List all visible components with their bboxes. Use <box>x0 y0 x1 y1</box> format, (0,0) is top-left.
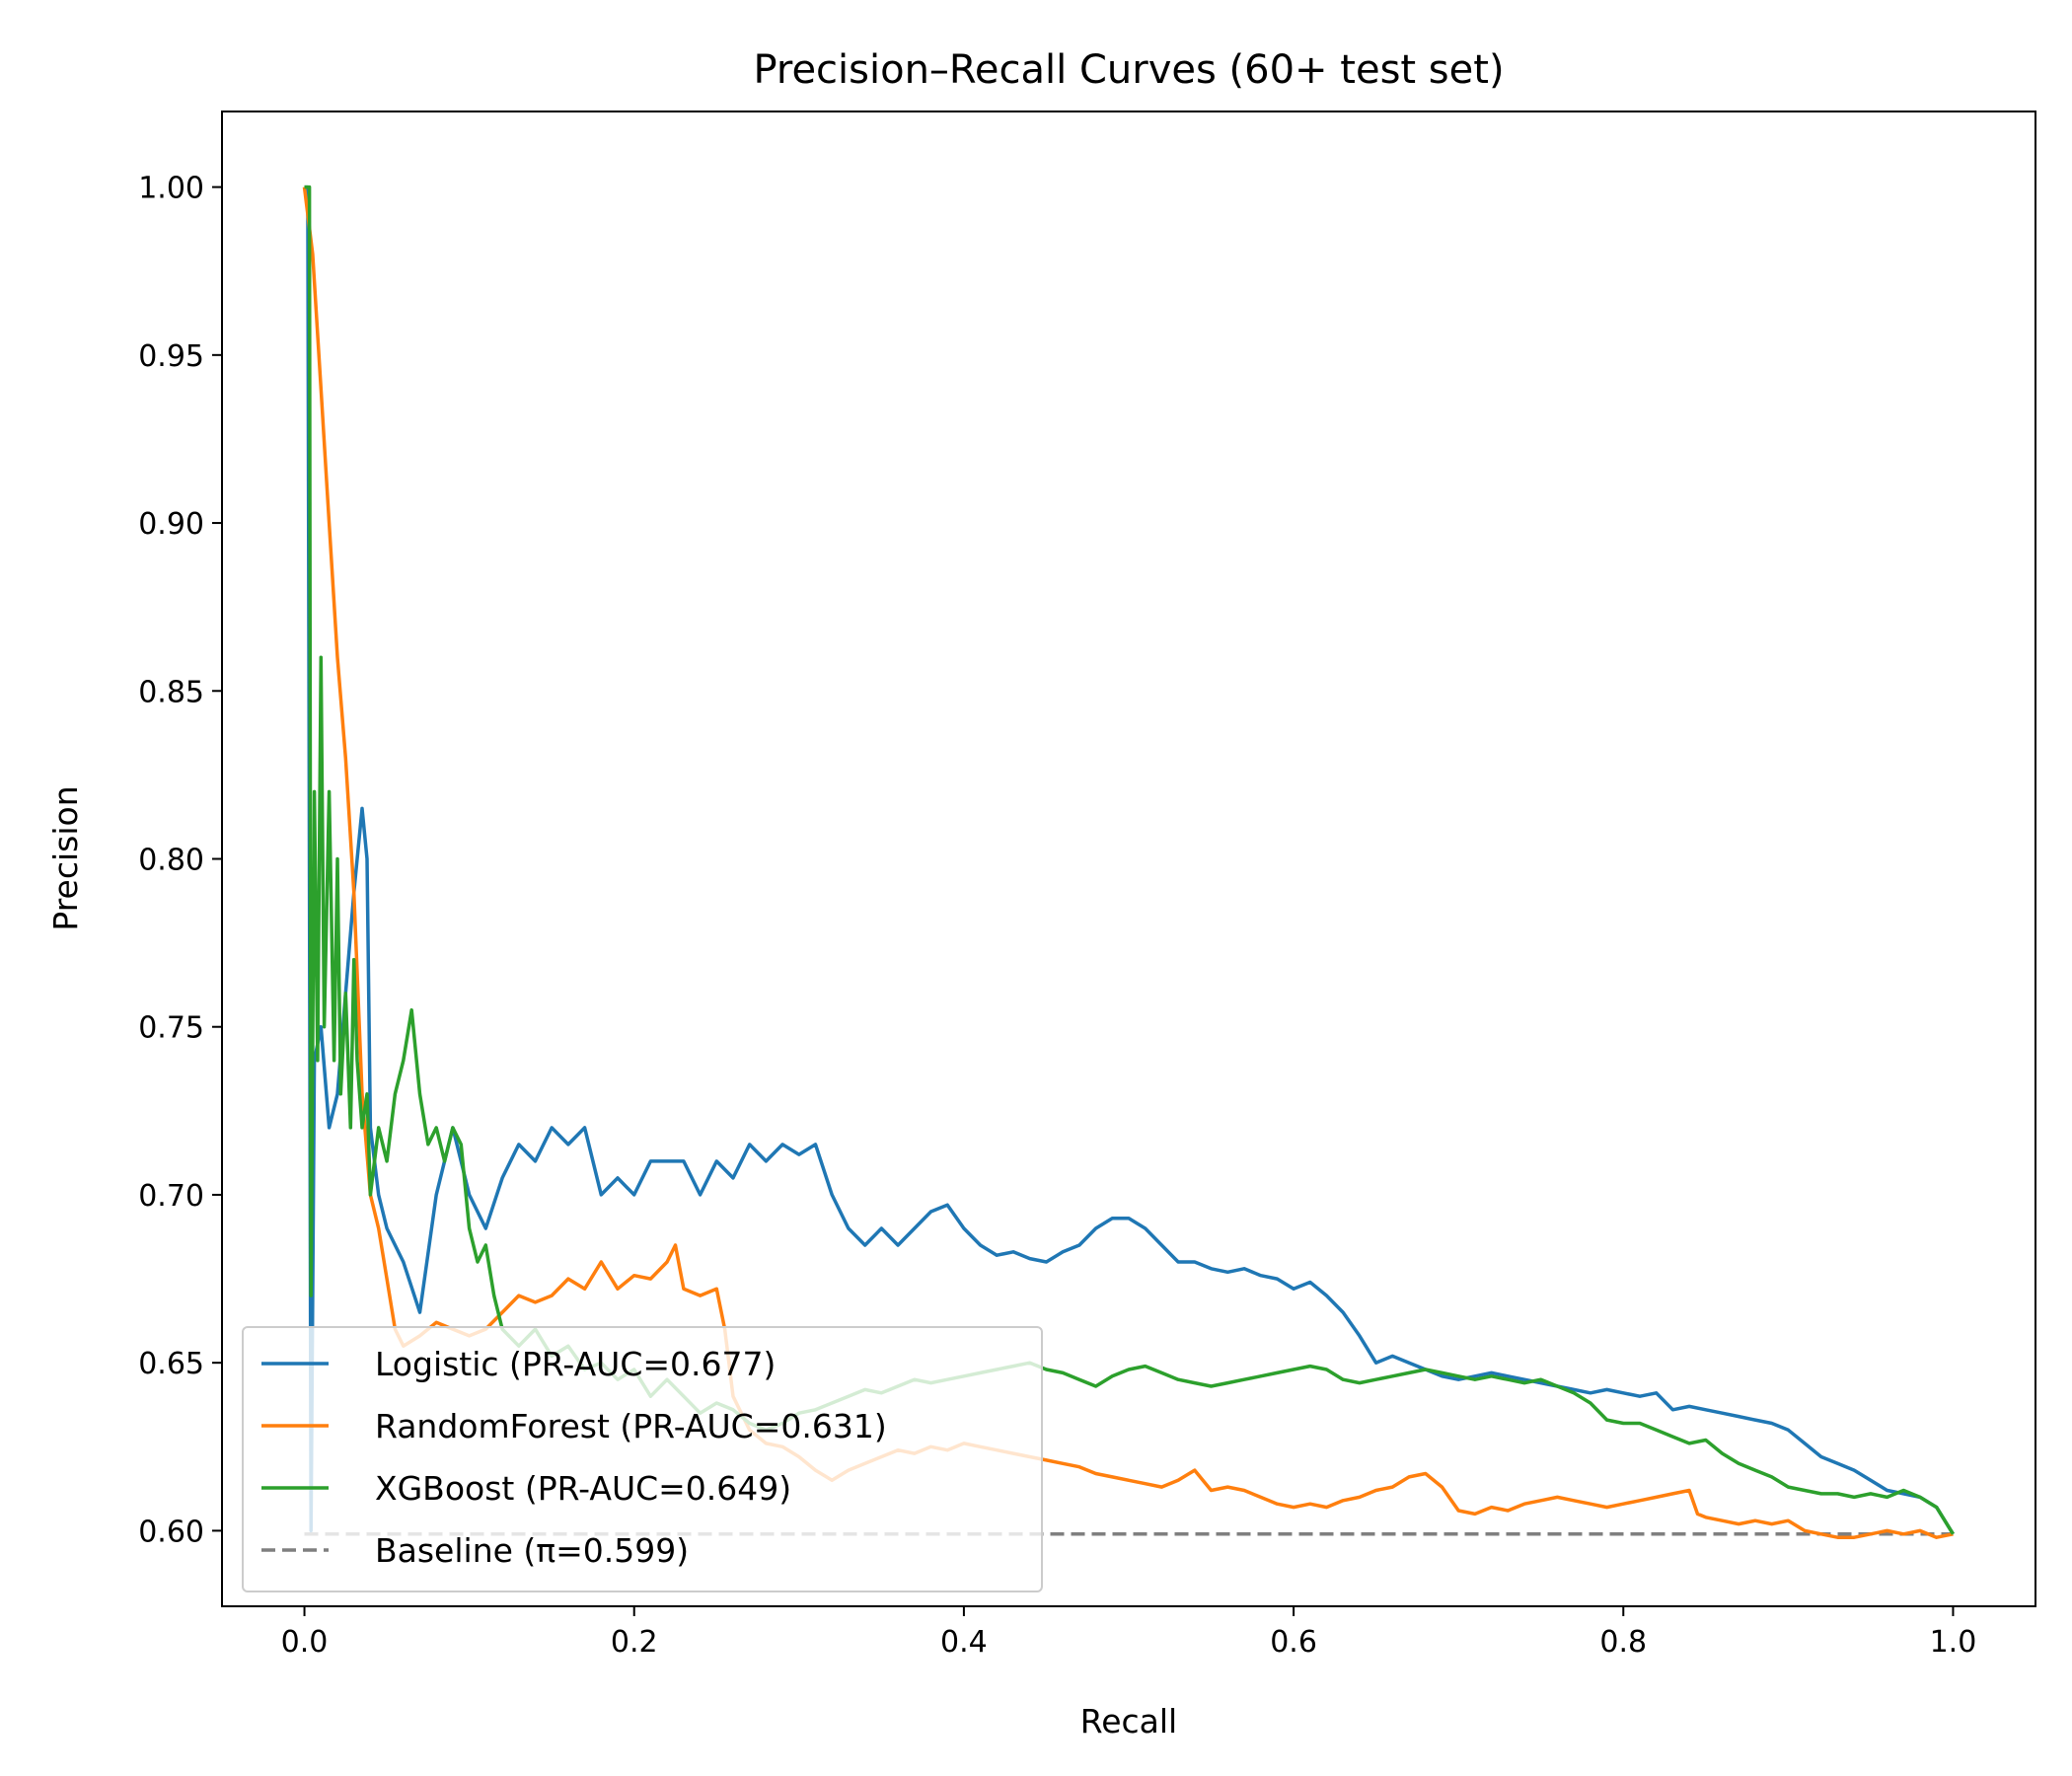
y-tick-label: 0.70 <box>138 1179 204 1214</box>
chart-title: Precision–Recall Curves (60+ test set) <box>753 47 1504 93</box>
y-axis-title: Precision <box>46 785 85 930</box>
legend-label: Logistic (PR-AUC=0.677) <box>375 1345 776 1383</box>
x-tick-label: 0.0 <box>281 1625 329 1660</box>
y-axis: 0.60 0.65 0.70 0.75 0.80 0.85 0.90 0.95 1.00 <box>138 172 222 1549</box>
y-tick-label: 0.90 <box>138 507 204 542</box>
legend-box <box>242 1326 1043 1592</box>
legend-label: RandomForest (PR-AUC=0.631) <box>375 1407 887 1445</box>
x-axis-title: Recall <box>1080 1702 1177 1740</box>
x-tick-label: 0.4 <box>940 1625 988 1660</box>
legend-label: XGBoost (PR-AUC=0.649) <box>375 1469 791 1508</box>
y-tick-label: 0.60 <box>138 1515 204 1549</box>
y-tick-label: 0.80 <box>138 844 204 878</box>
legend: Logistic (PR-AUC=0.677) RandomForest (PR-… <box>242 1326 1043 1592</box>
x-tick-label: 1.0 <box>1930 1625 1977 1660</box>
x-tick-label: 0.8 <box>1599 1625 1647 1660</box>
y-tick-label: 0.75 <box>138 1011 204 1046</box>
x-tick-label: 0.6 <box>1270 1625 1317 1660</box>
series-line-1 <box>302 186 1954 1539</box>
y-tick-label: 1.00 <box>138 172 204 206</box>
legend-label: Baseline (π=0.599) <box>375 1531 689 1570</box>
y-tick-label: 0.85 <box>138 675 204 709</box>
y-tick-label: 0.65 <box>138 1347 204 1381</box>
y-tick-label: 0.95 <box>138 339 204 374</box>
x-axis: 0.0 0.2 0.4 0.6 0.8 1.0 <box>281 1606 1977 1660</box>
x-tick-label: 0.2 <box>611 1625 658 1660</box>
